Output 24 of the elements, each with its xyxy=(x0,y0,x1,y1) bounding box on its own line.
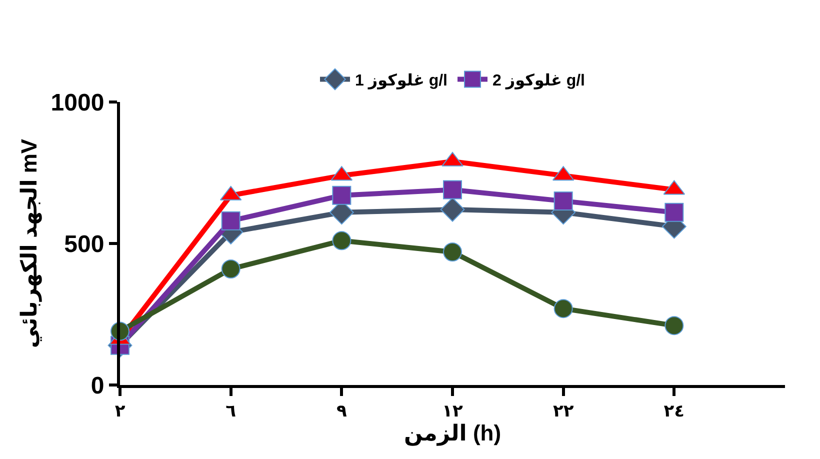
x-tick-label: ٢٤ xyxy=(664,401,685,420)
point xyxy=(554,299,573,318)
point xyxy=(554,192,573,211)
x-tick-label: ٦ xyxy=(226,401,236,420)
x-axis-title: الزمن (h) xyxy=(404,420,502,446)
legend-label: غلوكوز 2 g/l xyxy=(492,72,585,90)
point xyxy=(221,259,240,278)
y-tick-label: 0 xyxy=(90,372,104,400)
point xyxy=(332,231,352,250)
y-axis-title: الجهد الكهربائي mV xyxy=(16,138,43,348)
point xyxy=(443,180,462,200)
point xyxy=(664,316,684,336)
x-tick-label: ١٢ xyxy=(442,401,464,420)
x-tick-label: ٢ xyxy=(114,401,126,420)
x-tick-label: ٩ xyxy=(336,401,348,420)
point xyxy=(332,186,352,205)
legend-label: غلوكوز 1 g/l xyxy=(355,72,448,90)
point xyxy=(440,197,465,222)
point xyxy=(664,202,684,222)
point xyxy=(443,242,462,262)
x-tick-label: ٢٢ xyxy=(552,401,574,420)
y-tick-label: 500 xyxy=(64,230,104,258)
point xyxy=(221,211,240,230)
y-tick-label: 1000 xyxy=(50,89,104,116)
